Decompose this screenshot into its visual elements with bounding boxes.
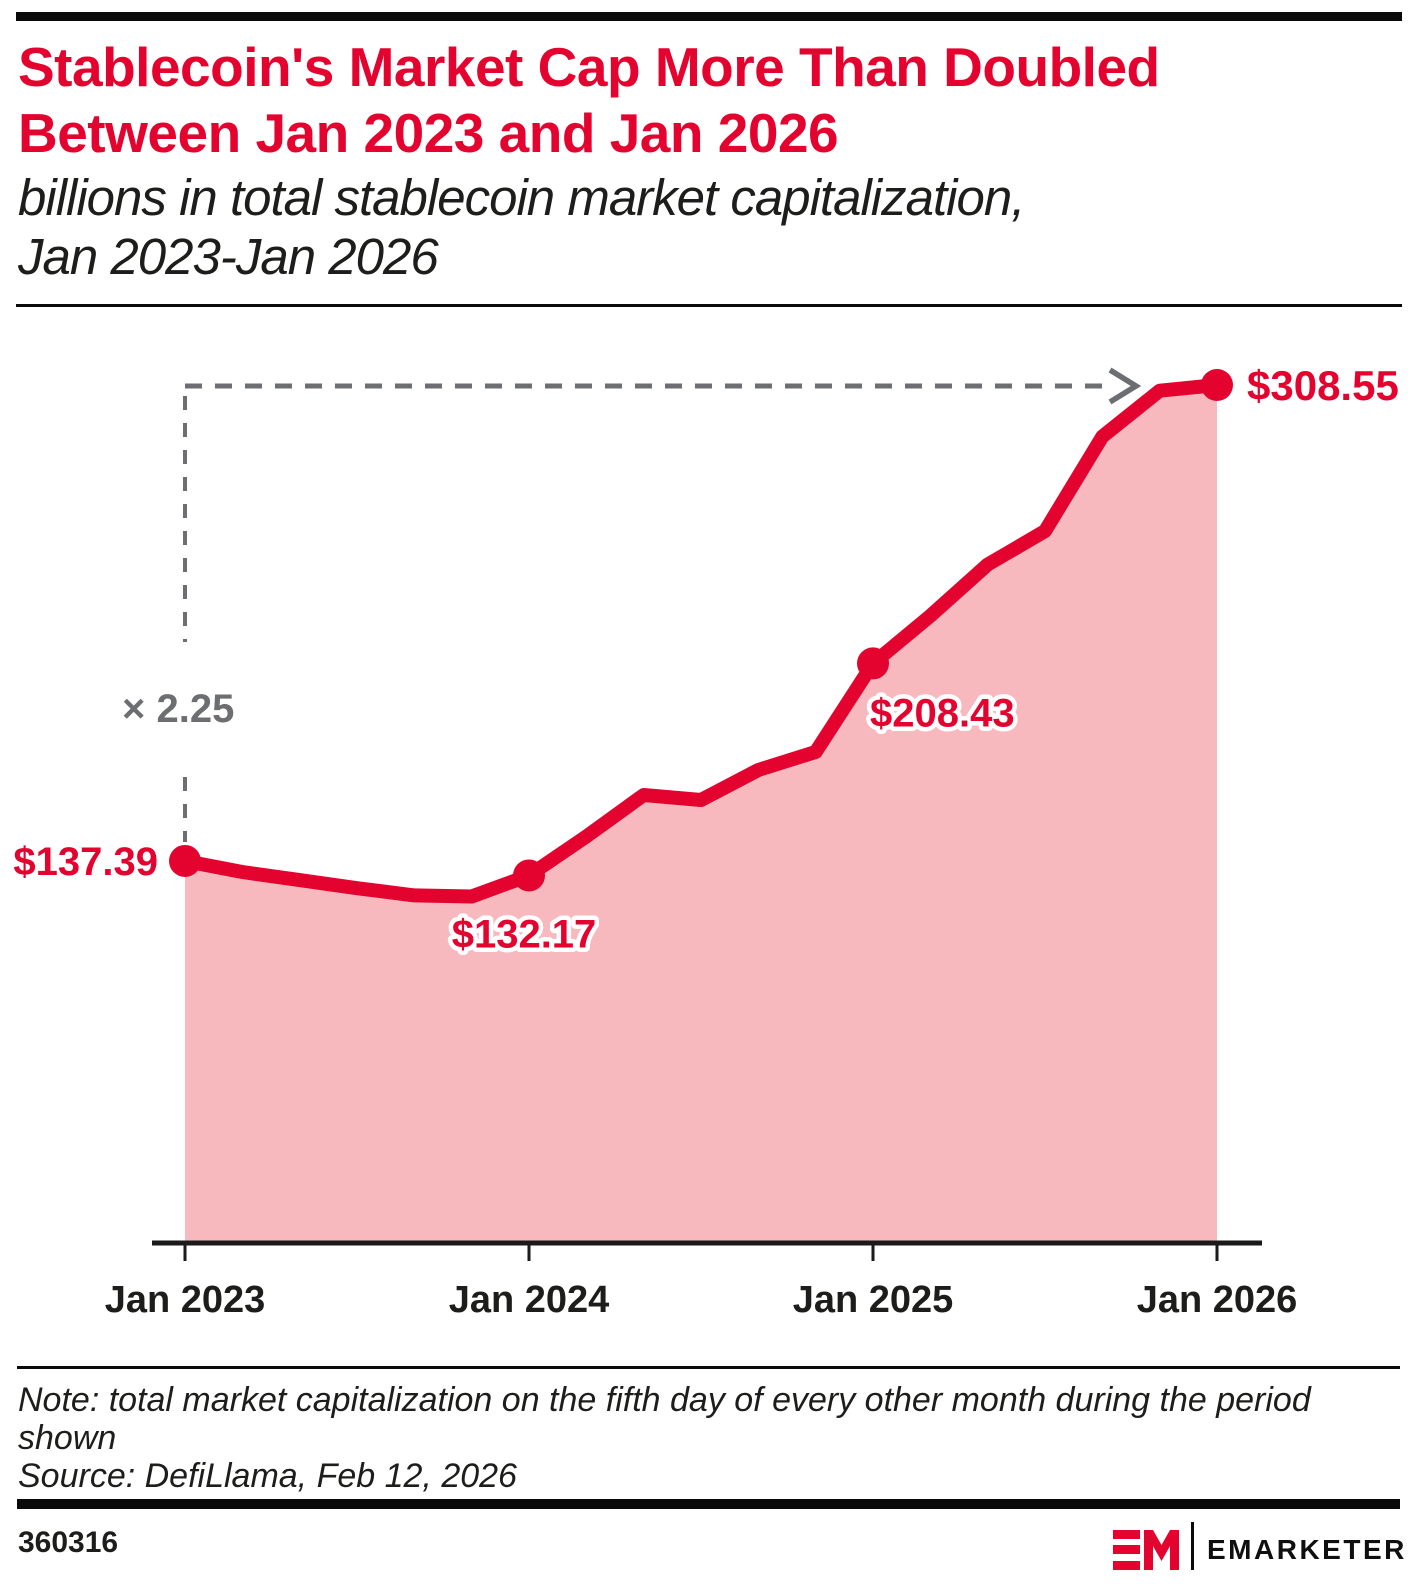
em-logo-icon xyxy=(1113,1530,1179,1570)
subtitle-line-1: billions in total stablecoin market capi… xyxy=(18,169,1025,226)
data-point-marker xyxy=(513,859,545,892)
emarketer-logo: EMARKETER xyxy=(1110,1518,1404,1574)
page-title: Stablecoin's Market Cap More Than Double… xyxy=(18,34,1408,166)
note-line-2: shown xyxy=(18,1419,117,1457)
chart-subtitle: billions in total stablecoin market capi… xyxy=(18,168,1408,286)
data-point-label: $137.39 xyxy=(13,840,158,884)
chart-id: 360316 xyxy=(18,1526,119,1559)
note-line-1: Note: total market capitalization on the… xyxy=(18,1381,1311,1419)
data-point-marker xyxy=(857,647,889,680)
brand-name: EMARKETER xyxy=(1207,1534,1407,1565)
title-line-1: Stablecoin's Market Cap More Than Double… xyxy=(18,36,1160,98)
header-divider xyxy=(16,304,1402,307)
stablecoin-market-cap-area-chart: × 2.25 Jan 2023 Jan 2024 Jan 2025 Jan 2026 $1… xyxy=(13,362,1399,1320)
x-tick-label: Jan 2024 xyxy=(449,1279,610,1320)
growth-arrow-head-icon xyxy=(1108,367,1142,405)
title-line-2: Between Jan 2023 and Jan 2026 xyxy=(18,102,839,164)
note-block: Note: total market capitalization on the… xyxy=(18,1381,1398,1495)
multiplier-annotation: × 2.25 xyxy=(122,687,234,731)
source-line: Source: DefiLlama, Feb 12, 2026 xyxy=(18,1457,517,1495)
subtitle-line-2: Jan 2023-Jan 2026 xyxy=(18,228,439,285)
data-point-marker xyxy=(1201,369,1233,401)
x-tick-label: Jan 2026 xyxy=(1137,1279,1298,1320)
data-point-marker xyxy=(169,844,201,877)
note-divider xyxy=(17,1366,1400,1369)
top-rule xyxy=(16,12,1402,21)
data-point-label: $132.17 xyxy=(452,912,597,956)
data-point-label: $308.55 xyxy=(1247,362,1399,409)
trend-line xyxy=(178,378,1224,904)
footer-rule xyxy=(17,1499,1400,1509)
x-tick-label: Jan 2023 xyxy=(105,1279,266,1320)
data-point-label: $208.43 xyxy=(870,691,1015,735)
logo-separator xyxy=(1191,1522,1194,1570)
x-tick-label: Jan 2025 xyxy=(793,1279,954,1320)
